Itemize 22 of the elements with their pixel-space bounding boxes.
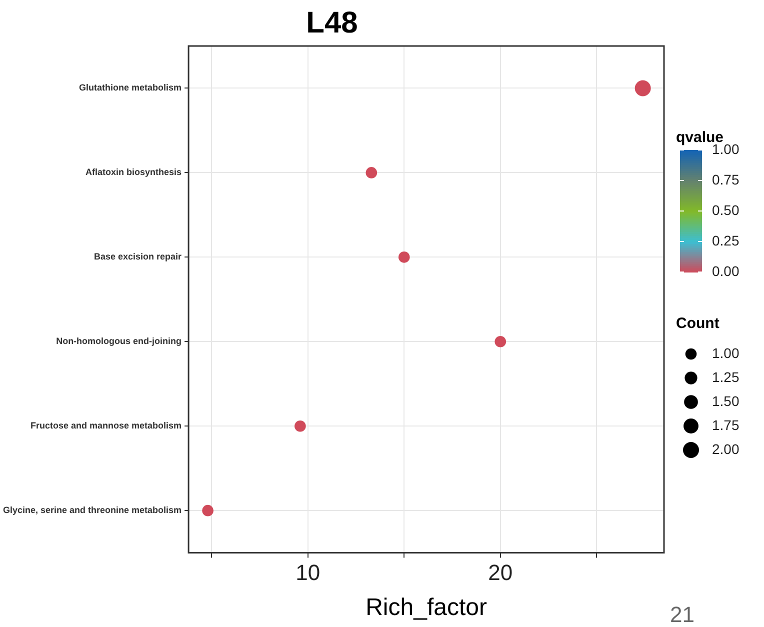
legend-title: Count bbox=[676, 315, 720, 332]
y-tick-label: Aflatoxin biosynthesis bbox=[86, 167, 182, 178]
legend-label: 1.00 bbox=[712, 344, 740, 361]
x-tick-label: 10 bbox=[296, 560, 320, 586]
y-tick-label: Non-homologous end-joining bbox=[56, 336, 182, 346]
x-axis-title: Rich_factor bbox=[366, 594, 487, 622]
legend-label: 2.00 bbox=[712, 440, 740, 457]
chart-title: L48 bbox=[306, 6, 358, 40]
x-tick-label: 20 bbox=[488, 560, 513, 586]
color-bar-label: 0.75 bbox=[712, 171, 740, 188]
y-tick-label: Fructose and mannose metabolism bbox=[30, 420, 182, 431]
y-tick-label: Glutathione metabolism bbox=[79, 82, 182, 93]
color-bar-title: qvalue bbox=[676, 129, 724, 146]
legend-label: 1.25 bbox=[712, 368, 740, 385]
legend-label: 1.50 bbox=[712, 392, 740, 409]
text: 21 bbox=[670, 602, 694, 627]
color-bar-label: 0.00 bbox=[712, 262, 740, 279]
color-bar-label: 0.50 bbox=[712, 202, 740, 218]
y-tick-label: Base excision repair bbox=[94, 252, 182, 262]
color-bar-label: 0.25 bbox=[712, 232, 740, 248]
y-tick-label: Glycine, serine and threonine metabolism bbox=[2, 505, 182, 516]
legend-label: 1.75 bbox=[712, 416, 740, 433]
